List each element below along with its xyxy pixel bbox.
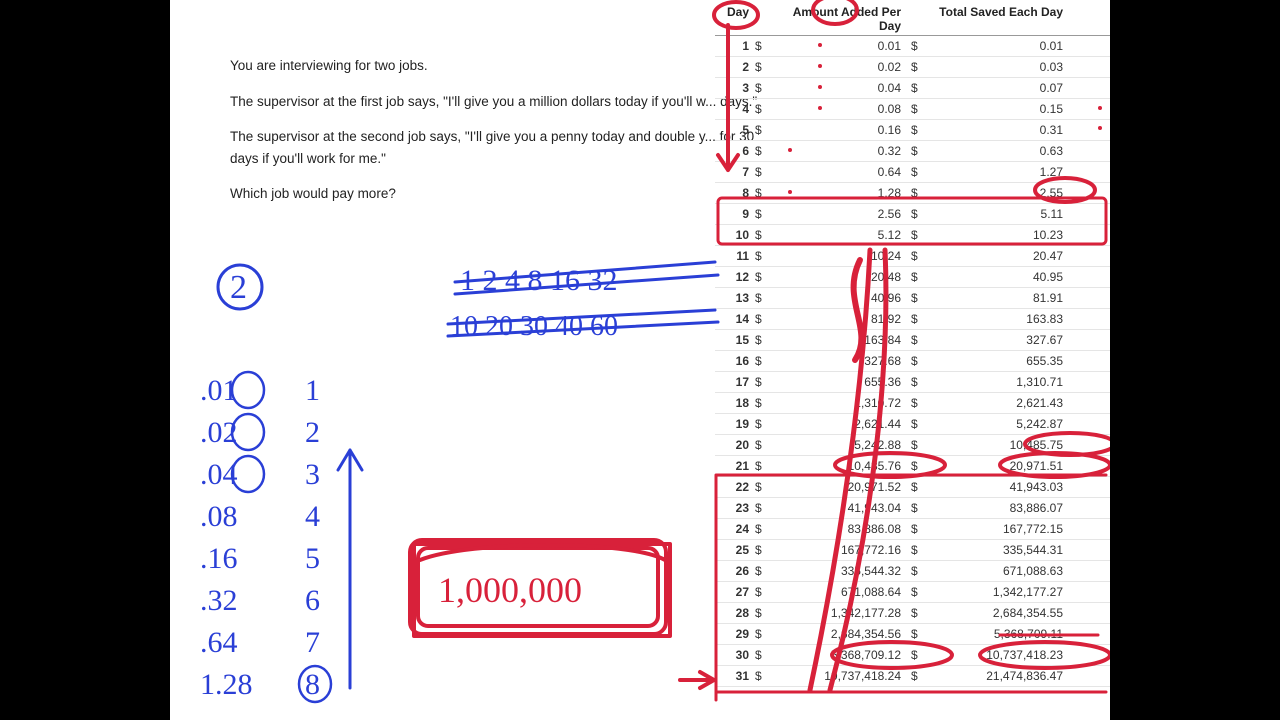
svg-text:7: 7 — [305, 626, 320, 659]
svg-text:.64: .64 — [200, 626, 238, 659]
sequence-top: 1 2 4 8 16 32 — [460, 264, 618, 297]
svg-text:.08: .08 — [200, 500, 238, 533]
table-row: 18$1,310.72$2,621.43 — [715, 393, 1110, 414]
table-row: 17$655.36$1,310.71 — [715, 372, 1110, 393]
svg-text:4: 4 — [305, 500, 320, 533]
table-row: 30$5,368,709.12$10,737,418.23 — [715, 645, 1110, 666]
answer-2: 2 — [230, 269, 247, 306]
million-label: 1,000,000 — [438, 570, 582, 610]
table-body: 1$0.01$0.012$0.02$0.033$0.04$0.074$0.08$… — [715, 36, 1110, 687]
svg-text:1.28: 1.28 — [200, 668, 253, 701]
svg-text:.16: .16 — [200, 542, 238, 575]
table-row: 16$327.68$655.35 — [715, 351, 1110, 372]
table-row: 26$335,544.32$671,088.63 — [715, 561, 1110, 582]
document-page: You are interviewing for two jobs. The s… — [170, 0, 1110, 720]
table-row: 20$5,242.88$10,485.75 — [715, 435, 1110, 456]
table-row: 23$41,943.04$83,886.07 — [715, 498, 1110, 519]
svg-text:.32: .32 — [200, 584, 238, 617]
svg-text:.04: .04 — [200, 458, 238, 491]
col-day: Day — [715, 5, 755, 33]
table-row: 9$2.56$5.11 — [715, 204, 1110, 225]
table-row: 24$83,886.08$167,772.15 — [715, 519, 1110, 540]
table-row: 22$20,971.52$41,943.03 — [715, 477, 1110, 498]
svg-text:.02: .02 — [200, 416, 238, 449]
table-header: Day Amount Added Per Day Total Saved Eac… — [715, 5, 1110, 36]
svg-text:1: 1 — [305, 374, 320, 407]
svg-text:8: 8 — [305, 668, 320, 701]
sequence-bottom: 10 20 30 40 60 — [450, 311, 618, 342]
table-row: 3$0.04$0.07 — [715, 78, 1110, 99]
table-row: 7$0.64$1.27 — [715, 162, 1110, 183]
svg-text:2: 2 — [305, 416, 320, 449]
table-row: 2$0.02$0.03 — [715, 57, 1110, 78]
paragraph-4: Which job would pay more? — [230, 183, 770, 205]
table-row: 5$0.16$0.31 — [715, 120, 1110, 141]
table-row: 28$1,342,177.28$2,684,354.55 — [715, 603, 1110, 624]
spreadsheet-table: Day Amount Added Per Day Total Saved Eac… — [715, 5, 1110, 687]
table-row: 27$671,088.64$1,342,177.27 — [715, 582, 1110, 603]
table-row: 29$2,684,354.56$5,368,709.11 — [715, 624, 1110, 645]
svg-text:6: 6 — [305, 584, 320, 617]
table-row: 11$10.24$20.47 — [715, 246, 1110, 267]
table-row: 1$0.01$0.01 — [715, 36, 1110, 57]
svg-text:5: 5 — [305, 542, 320, 575]
doubling-list: .01 1 .02 2 .04 3 .08 4 .16 5 .32 6 .64 7 1.28 8 — [200, 374, 320, 701]
table-row: 12$20.48$40.95 — [715, 267, 1110, 288]
col-total: Total Saved Each Day — [927, 5, 1077, 33]
svg-text:3: 3 — [305, 458, 320, 491]
paragraph-3: The supervisor at the second job says, "… — [230, 126, 770, 169]
table-row: 15$163.84$327.67 — [715, 330, 1110, 351]
table-row: 6$0.32$0.63 — [715, 141, 1110, 162]
svg-text:.01: .01 — [200, 374, 238, 407]
table-row: 8$1.28$2.55 — [715, 183, 1110, 204]
table-row: 25$167,772.16$335,544.31 — [715, 540, 1110, 561]
table-row: 19$2,621.44$5,242.87 — [715, 414, 1110, 435]
table-row: 21$10,485.76$20,971.51 — [715, 456, 1110, 477]
paragraph-2: The supervisor at the first job says, "I… — [230, 91, 770, 113]
table-row: 13$40.96$81.91 — [715, 288, 1110, 309]
table-row: 31$10,737,418.24$21,474,836.47 — [715, 666, 1110, 687]
table-row: 14$81.92$163.83 — [715, 309, 1110, 330]
table-row: 4$0.08$0.15 — [715, 99, 1110, 120]
paragraph-1: You are interviewing for two jobs. — [230, 55, 770, 77]
table-row: 10$5.12$10.23 — [715, 225, 1110, 246]
problem-text: You are interviewing for two jobs. The s… — [230, 55, 770, 219]
col-amount: Amount Added Per Day — [771, 5, 911, 33]
